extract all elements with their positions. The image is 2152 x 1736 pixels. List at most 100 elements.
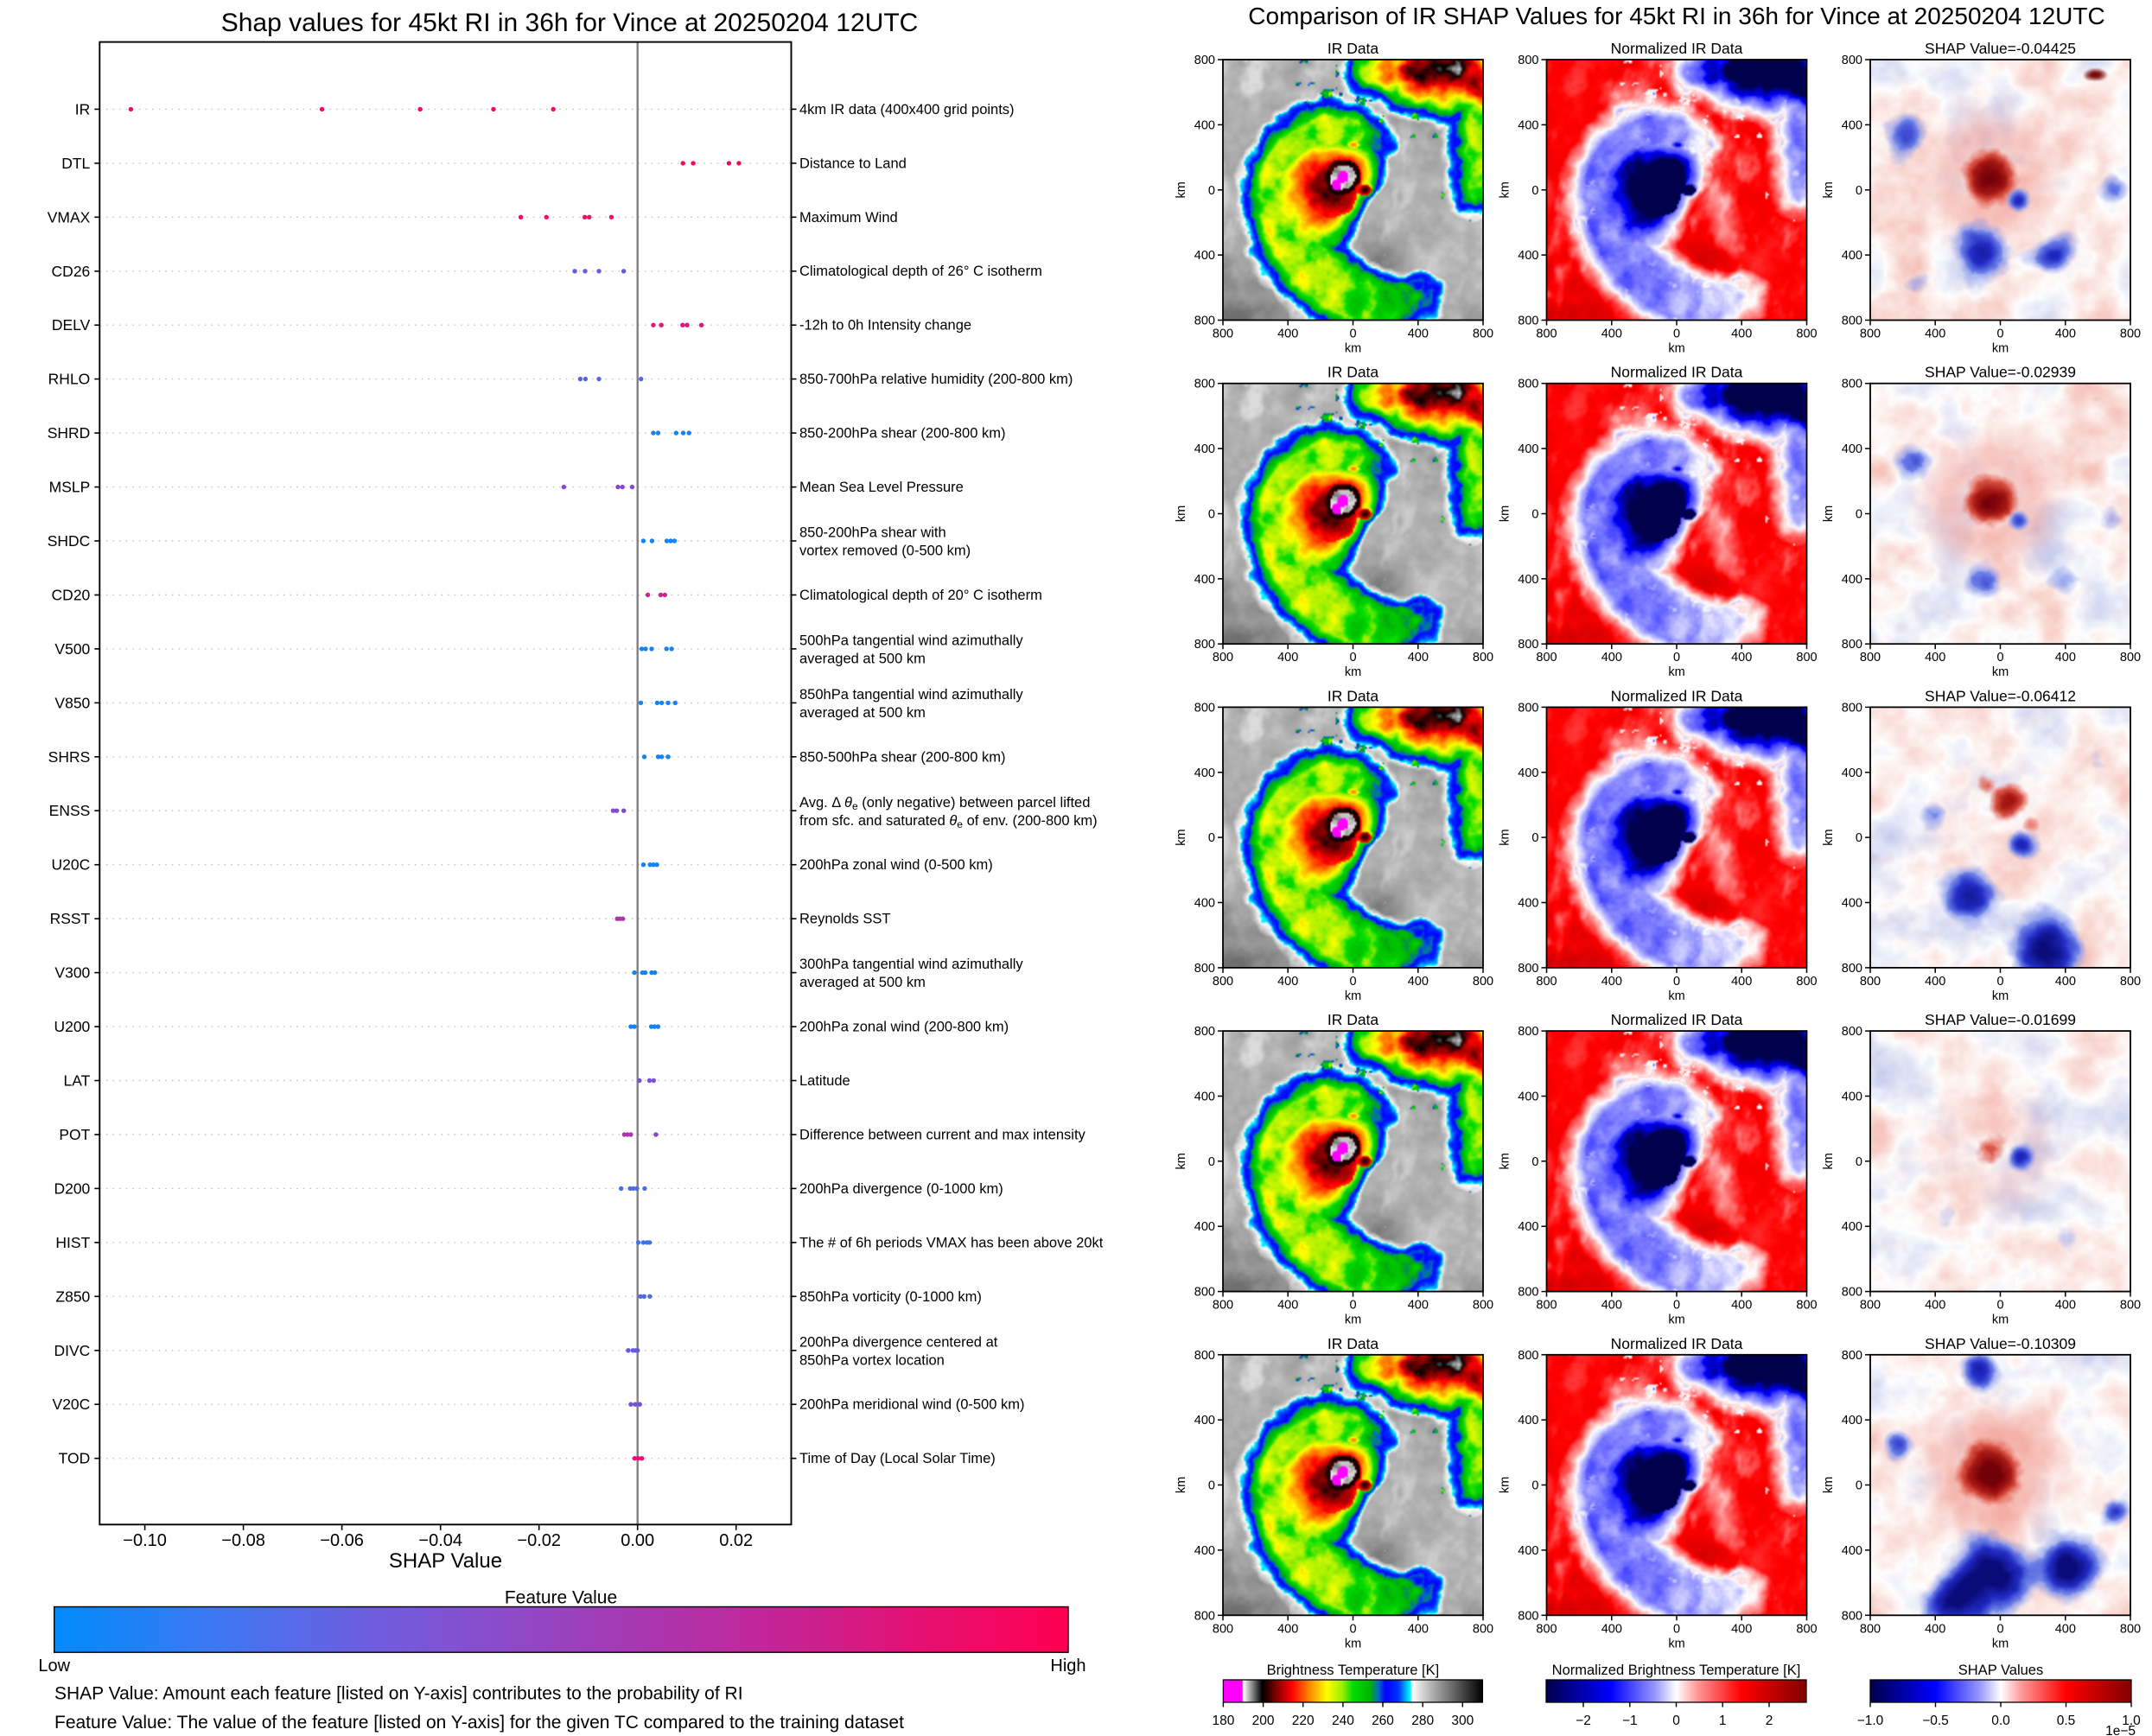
svg-text:SHAP Value=-0.02939: SHAP Value=-0.02939: [1925, 364, 2076, 381]
svg-text:850hPa vorticity (0-1000 km): 850hPa vorticity (0-1000 km): [799, 1289, 982, 1305]
svg-text:Low: Low: [38, 1657, 70, 1676]
svg-text:800: 800: [1194, 1025, 1215, 1039]
svg-text:0: 0: [1208, 508, 1215, 522]
svg-text:850hPa vortex location: 850hPa vortex location: [799, 1352, 945, 1368]
svg-text:1.0: 1.0: [2122, 1714, 2141, 1728]
svg-text:Latitude: Latitude: [799, 1073, 850, 1089]
svg-text:Maximum Wind: Maximum Wind: [799, 210, 898, 226]
svg-text:SHRS: SHRS: [48, 748, 91, 766]
svg-text:SHDC: SHDC: [48, 532, 91, 550]
svg-text:km: km: [1499, 506, 1512, 522]
svg-text:200hPa zonal wind (0-500 km): 200hPa zonal wind (0-500 km): [799, 857, 993, 873]
svg-text:400: 400: [1601, 651, 1622, 665]
svg-text:km: km: [1992, 1637, 2009, 1650]
svg-text:km: km: [1992, 1313, 2009, 1327]
svg-text:400: 400: [1518, 249, 1538, 263]
svg-text:U20C: U20C: [52, 856, 91, 874]
svg-text:800: 800: [1842, 1609, 1862, 1623]
svg-text:Reynolds SST: Reynolds SST: [799, 912, 890, 927]
svg-text:800: 800: [2120, 1299, 2141, 1313]
svg-text:km: km: [1499, 829, 1512, 845]
svg-text:800: 800: [2120, 975, 2141, 989]
svg-text:400: 400: [1842, 442, 1862, 456]
svg-text:−0.5: −0.5: [1922, 1714, 1949, 1728]
svg-text:800: 800: [1213, 1622, 1233, 1636]
svg-text:0: 0: [1349, 975, 1356, 989]
svg-text:800: 800: [1536, 327, 1557, 341]
svg-text:km: km: [1345, 989, 1361, 1003]
svg-text:Mean Sea Level Pressure: Mean Sea Level Pressure: [799, 480, 964, 495]
svg-text:800: 800: [1194, 378, 1215, 391]
svg-text:800: 800: [2120, 327, 2141, 341]
svg-text:800: 800: [1518, 315, 1538, 328]
svg-text:Normalized IR Data: Normalized IR Data: [1611, 687, 1743, 704]
svg-text:0.5: 0.5: [2057, 1714, 2076, 1728]
svg-text:400: 400: [1842, 573, 1862, 587]
svg-text:−0.04: −0.04: [418, 1531, 462, 1550]
svg-text:400: 400: [1518, 442, 1538, 456]
svg-text:400: 400: [1731, 651, 1752, 665]
svg-text:Normalized Brightness Temperat: Normalized Brightness Temperature [K]: [1552, 1663, 1801, 1678]
svg-text:km: km: [1668, 989, 1684, 1003]
svg-text:400: 400: [1277, 1622, 1298, 1636]
svg-text:V300: V300: [54, 964, 90, 982]
svg-text:0: 0: [1996, 651, 2003, 665]
svg-text:800: 800: [1842, 54, 1862, 67]
svg-text:Feature Value: Feature Value: [505, 1588, 617, 1608]
svg-text:800: 800: [1536, 975, 1557, 989]
svg-text:ENSS: ENSS: [49, 802, 91, 819]
svg-text:0: 0: [1531, 508, 1538, 522]
svg-text:800: 800: [1842, 1349, 1862, 1363]
svg-text:400: 400: [1277, 651, 1298, 665]
svg-text:DIVC: DIVC: [54, 1342, 90, 1359]
svg-text:400: 400: [1925, 975, 1945, 989]
svg-text:Avg. Δ θe (only negative) betw: Avg. Δ θe (only negative) between parcel…: [799, 795, 1090, 812]
svg-text:800: 800: [1194, 962, 1215, 976]
svg-text:800: 800: [1473, 651, 1493, 665]
svg-text:VMAX: VMAX: [48, 208, 91, 226]
svg-text:0: 0: [1531, 1479, 1538, 1493]
svg-text:800: 800: [1518, 378, 1538, 391]
svg-text:0: 0: [1531, 1155, 1538, 1169]
svg-text:200hPa divergence centered at: 200hPa divergence centered at: [799, 1334, 998, 1350]
svg-text:850-700hPa relative humidity (: 850-700hPa relative humidity (200-800 km…: [799, 372, 1073, 387]
svg-text:DELV: DELV: [52, 316, 91, 334]
svg-text:400: 400: [1518, 897, 1538, 911]
svg-text:400: 400: [1194, 1220, 1215, 1234]
svg-text:400: 400: [1518, 1414, 1538, 1428]
svg-text:800: 800: [1473, 1622, 1493, 1636]
svg-text:Normalized IR Data: Normalized IR Data: [1611, 40, 1743, 57]
svg-text:800: 800: [1860, 1622, 1881, 1636]
svg-text:Climatological depth of 26° C: Climatological depth of 26° C isotherm: [799, 264, 1042, 279]
svg-text:SHAP Value=-0.01699: SHAP Value=-0.01699: [1925, 1011, 2076, 1028]
svg-text:0: 0: [1856, 184, 1862, 198]
svg-text:800: 800: [1473, 975, 1493, 989]
svg-text:Normalized IR Data: Normalized IR Data: [1611, 364, 1743, 381]
svg-text:400: 400: [1194, 442, 1215, 456]
svg-text:km: km: [1345, 342, 1361, 356]
svg-text:400: 400: [1731, 1622, 1752, 1636]
svg-text:400: 400: [1731, 975, 1752, 989]
svg-text:km: km: [1822, 1153, 1836, 1169]
svg-text:−2: −2: [1576, 1714, 1591, 1728]
svg-text:−0.06: −0.06: [320, 1531, 364, 1550]
svg-text:180: 180: [1212, 1714, 1234, 1728]
svg-text:400: 400: [1194, 1414, 1215, 1428]
svg-text:260: 260: [1372, 1714, 1394, 1728]
svg-text:300hPa tangential wind azimuth: 300hPa tangential wind azimuthally: [799, 957, 1023, 972]
svg-text:400: 400: [1408, 975, 1429, 989]
svg-text:km: km: [1175, 1153, 1188, 1169]
svg-text:Brightness Temperature [K]: Brightness Temperature [K]: [1267, 1663, 1440, 1678]
svg-text:km: km: [1822, 506, 1836, 522]
svg-text:800: 800: [1194, 638, 1215, 652]
svg-text:0: 0: [1996, 1299, 2003, 1313]
svg-text:The # of 6h periods VMAX has b: The # of 6h periods VMAX has been above …: [799, 1235, 1104, 1250]
svg-text:IR Data: IR Data: [1327, 40, 1379, 57]
svg-text:km: km: [1499, 181, 1512, 198]
svg-text:400: 400: [1194, 766, 1215, 780]
svg-text:800: 800: [1194, 1609, 1215, 1623]
svg-text:400: 400: [1925, 651, 1945, 665]
svg-text:400: 400: [1842, 897, 1862, 911]
svg-text:800: 800: [1796, 975, 1817, 989]
svg-text:800: 800: [1194, 701, 1215, 715]
